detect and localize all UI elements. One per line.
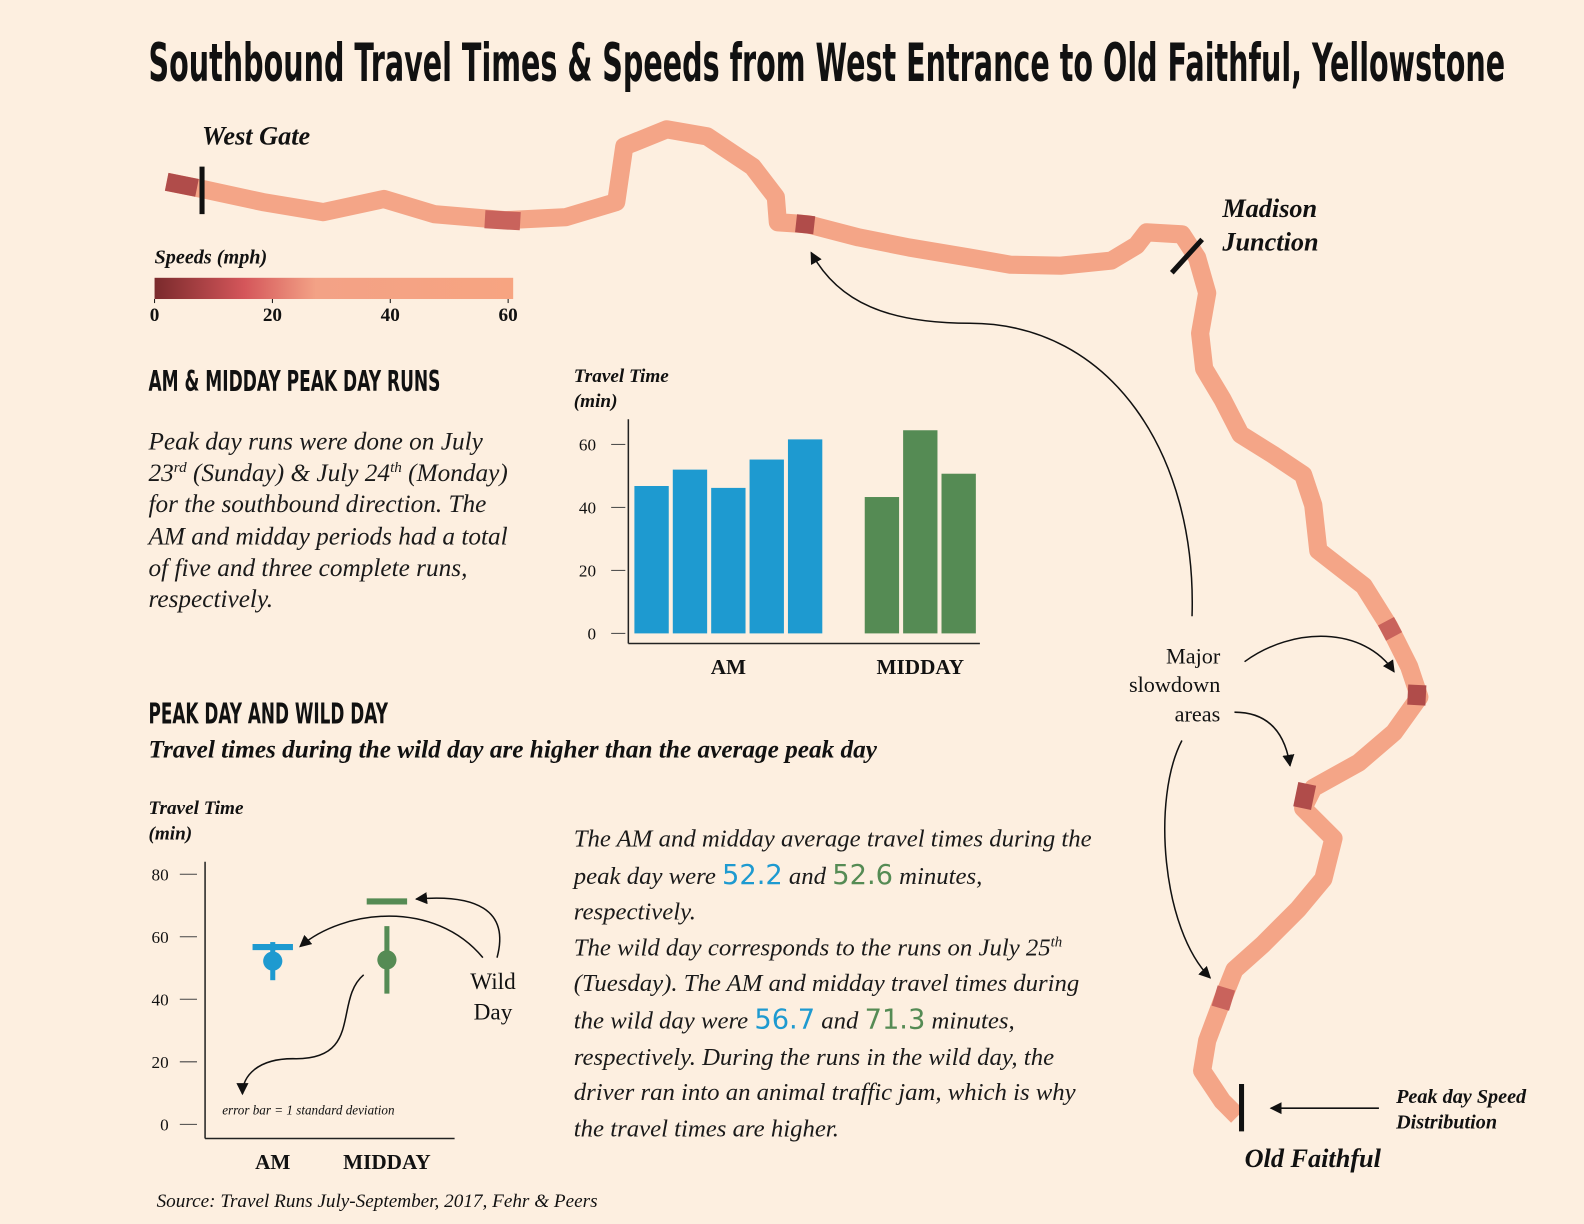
note: areas <box>1175 701 1221 726</box>
bar <box>711 487 746 634</box>
bar <box>787 439 823 634</box>
y-tick-label: 80 <box>152 865 169 884</box>
value-text: 52.2 <box>722 859 783 891</box>
source: Source: Travel Runs July-September, 2017… <box>157 1191 598 1212</box>
y-tick-label: 20 <box>152 1053 169 1072</box>
slow-spot <box>484 210 521 231</box>
scale-tick-label: 0 <box>150 305 160 326</box>
text: minutes, respectively. During the runs i… <box>573 1007 1076 1143</box>
paragraph: The AM and midday average travel times d… <box>574 821 1104 1147</box>
slow-spot <box>1407 684 1427 706</box>
text: th <box>1050 934 1063 951</box>
slow-spots <box>164 172 1427 1011</box>
annotation: Wild <box>470 969 516 995</box>
axis-title: Travel Time <box>148 798 243 819</box>
y-tick-label: 40 <box>579 498 596 517</box>
text: (Monday) for the southbound direction. T… <box>148 459 508 614</box>
text: Peak day runs were done on July 23 <box>148 428 483 488</box>
text: (Tuesday). The AM and midday travel time… <box>573 970 1080 1035</box>
annotation: error bar = 1 standard deviation <box>222 1102 395 1117</box>
paragraph: Peak day runs were done on July 23rd (Su… <box>148 426 517 615</box>
scale-tick-label: 20 <box>263 305 282 326</box>
text: and <box>782 862 833 890</box>
slow-spot <box>795 214 816 235</box>
slow-spot <box>1211 985 1236 1011</box>
place-label: Madison <box>1221 194 1317 223</box>
y-tick-label: 0 <box>587 624 596 643</box>
note: Peak day Speed <box>1395 1086 1527 1108</box>
scale-tick-label: 60 <box>499 305 518 326</box>
slow-spot <box>1377 616 1403 641</box>
scale-tick-label: 40 <box>381 305 400 326</box>
arrow <box>236 974 365 1096</box>
scale-title: Speeds (mph) <box>155 247 268 269</box>
route <box>164 120 1429 1132</box>
bar <box>749 459 784 634</box>
text: and <box>815 1007 865 1035</box>
y-tick-label: 60 <box>152 928 169 947</box>
value-text: 71.3 <box>864 1004 926 1036</box>
x-tick-label: AM <box>711 655 746 679</box>
color-scale <box>154 277 514 300</box>
bar <box>941 473 976 634</box>
road <box>164 120 1429 1123</box>
y-tick-label: 40 <box>152 990 169 1009</box>
arrow <box>299 915 484 959</box>
arrow <box>1244 635 1395 673</box>
text: minutes, respectively. <box>573 862 983 926</box>
slow-spot <box>1293 782 1317 811</box>
slow-spot <box>164 172 199 197</box>
axis-title: (min) <box>148 823 192 844</box>
place-label: West Gate <box>202 121 310 150</box>
text: (Sunday) & July 24 <box>186 459 391 488</box>
bar <box>672 469 708 634</box>
mean-dot <box>377 950 397 970</box>
text: th <box>390 459 402 477</box>
y-tick-label: 0 <box>160 1115 169 1134</box>
note: slowdown <box>1129 672 1220 697</box>
y-tick-label: 60 <box>579 435 596 454</box>
y-tick-label: 20 <box>579 561 596 580</box>
annotation: Day <box>474 999 513 1025</box>
place-label: Old Faithful <box>1245 1144 1382 1173</box>
bar <box>634 486 669 634</box>
bar <box>903 430 938 634</box>
text: The AM and midday average travel times d… <box>573 825 1092 890</box>
text: rd <box>173 459 187 477</box>
bar <box>864 497 900 634</box>
axis-title: (min) <box>574 391 618 412</box>
arrow <box>810 251 1193 617</box>
value-text: 52.6 <box>832 859 893 891</box>
x-tick-label: MIDDAY <box>343 1150 431 1174</box>
axis-title: Travel Time <box>574 366 669 387</box>
note: Distribution <box>1395 1111 1497 1133</box>
heading: AM & MIDDAY PEAK DAY RUNS <box>148 365 440 398</box>
text-block: The wild day corresponds to the runs on … <box>574 930 1104 1147</box>
x-tick-label: MIDDAY <box>877 655 965 679</box>
arrow <box>1164 740 1212 979</box>
x-tick-label: AM <box>255 1150 290 1174</box>
mean-dot <box>263 951 283 971</box>
arrows <box>236 251 1395 1115</box>
text: The wild day corresponds to the runs on … <box>573 934 1051 962</box>
subtitle: Travel times during the wild day are hig… <box>148 736 877 764</box>
place-label: Junction <box>1221 228 1318 257</box>
arrow <box>414 892 501 958</box>
note: Major <box>1166 644 1221 669</box>
heading: PEAK DAY AND WILD DAY <box>148 697 388 730</box>
madison-marker <box>1169 237 1205 275</box>
text-block: The AM and midday average travel times d… <box>574 821 1104 930</box>
value-text: 56.7 <box>754 1004 816 1036</box>
title: Southbound Travel Times & Speeds from We… <box>148 33 1505 94</box>
arrow <box>1234 711 1295 767</box>
